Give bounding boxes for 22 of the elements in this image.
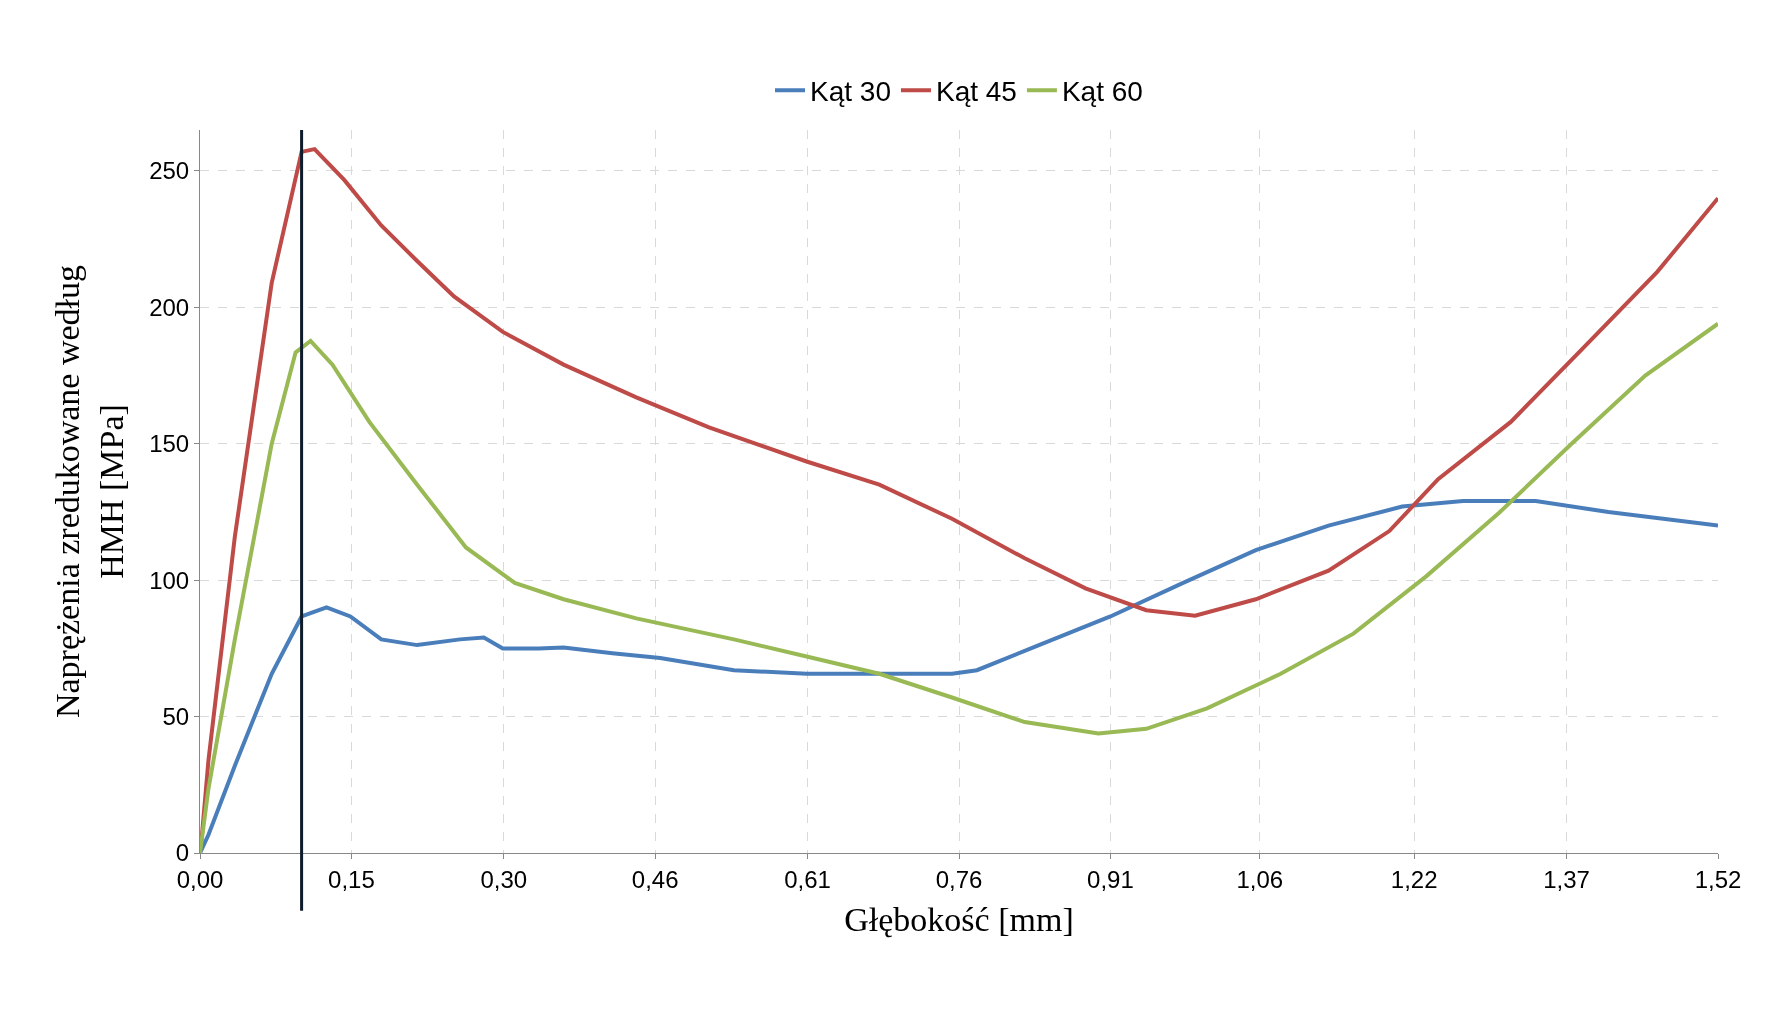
x-tick-label: 1,06 (1236, 865, 1284, 893)
x-axis-title: Głębokość [mm] (844, 901, 1074, 939)
x-tick-label: 0,15 (328, 865, 375, 893)
y-tick-label: 150 (149, 430, 190, 458)
y-tick-label: 50 (162, 702, 190, 730)
x-tick-label: 0,91 (1087, 865, 1134, 893)
y-axis-title: Naprężenia zredukowane według HMH [MPa] (48, 264, 130, 719)
x-tick-label: 0,30 (480, 865, 528, 893)
y-tick-label: 100 (149, 566, 190, 594)
y-tick-label: 200 (149, 293, 190, 321)
y-tick-label: 250 (149, 157, 190, 185)
x-tick-label: 1,37 (1543, 865, 1590, 893)
legend-label: Kąt 45 (935, 76, 1017, 108)
legend-label: Kąt 30 (810, 76, 891, 108)
x-tick-label: 0,76 (935, 865, 983, 893)
x-tick-label: 1,52 (1694, 865, 1742, 893)
x-tick-label: 0,61 (784, 865, 831, 893)
x-tick-label: 1,22 (1390, 865, 1438, 893)
legend-label: Kąt 60 (1061, 76, 1143, 108)
x-tick-label: 0,00 (176, 865, 224, 893)
x-tick-label: 0,46 (631, 865, 679, 893)
y-tick-label: 0 (175, 839, 190, 867)
